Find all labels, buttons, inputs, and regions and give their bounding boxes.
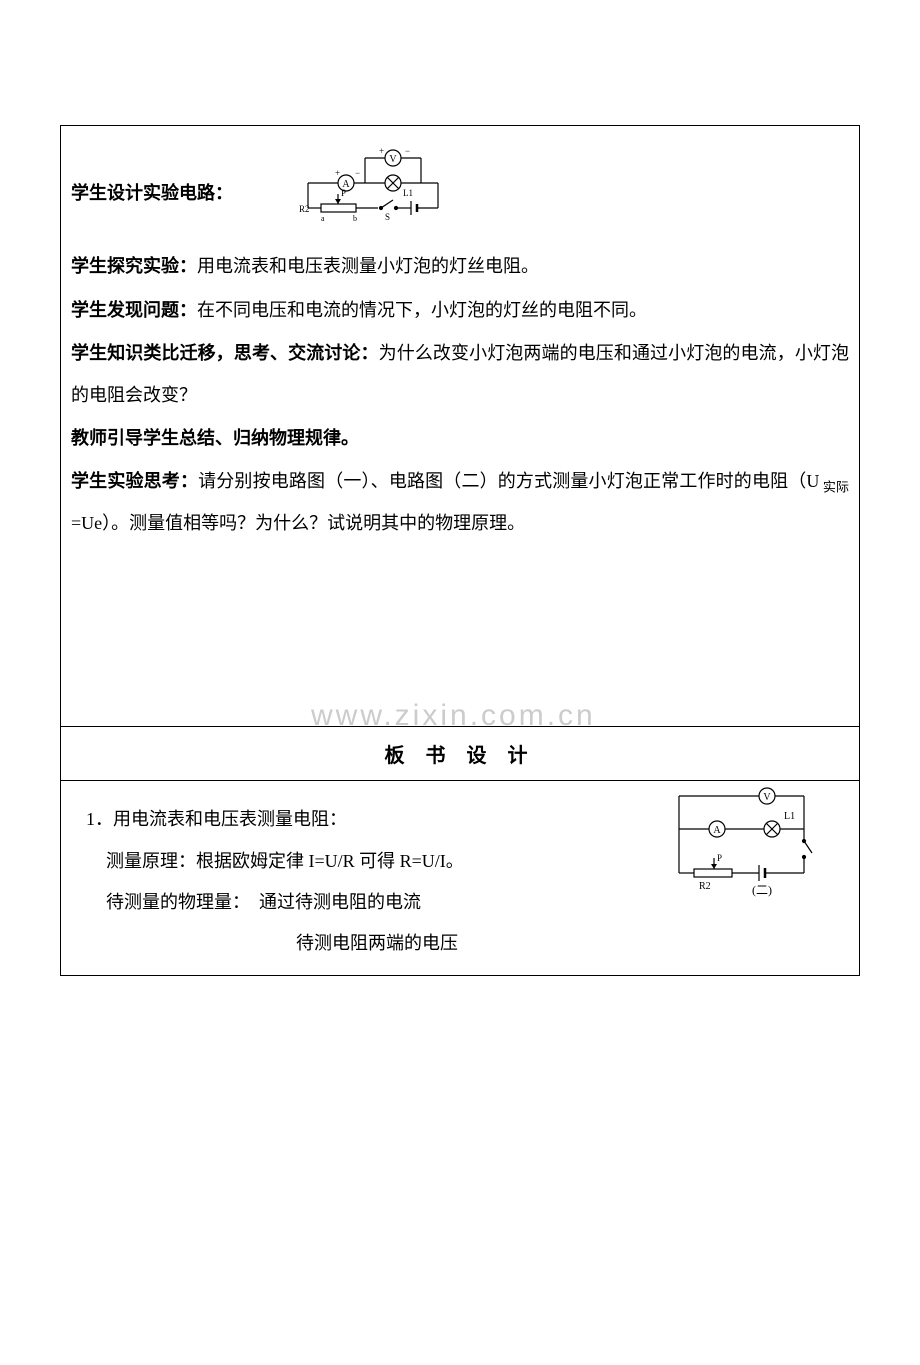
svg-text:a: a bbox=[321, 214, 325, 223]
text-think-b: =Ue）。测量值相等吗？为什么？试说明其中的物理原理。 bbox=[71, 513, 525, 533]
svg-text:R2: R2 bbox=[699, 881, 711, 892]
svg-text:+: + bbox=[379, 146, 384, 156]
line-discover: 学生发现问题：在不同电压和电流的情况下，小灯泡的灯丝的电阻不同。 bbox=[71, 290, 849, 331]
circuit-diagram-1: V + − A + bbox=[293, 146, 463, 241]
text-think-sub: 实际 bbox=[819, 480, 849, 495]
svg-text:−: − bbox=[355, 168, 360, 178]
voltmeter-label: V bbox=[389, 154, 397, 165]
label-analogy: 学生知识类比迁移，思考、交流讨论： bbox=[71, 343, 379, 363]
text-think-a: 请分别按电路图（一）、电路图（二）的方式测量小灯泡正常工作时的电阻（U bbox=[198, 471, 819, 491]
label-explore: 学生探究实验： bbox=[71, 256, 197, 276]
line-think: 学生实验思考：请分别按电路图（一）、电路图（二）的方式测量小灯泡正常工作时的电阻… bbox=[71, 461, 849, 544]
label-think: 学生实验思考： bbox=[71, 471, 198, 491]
svg-text:b: b bbox=[353, 214, 357, 223]
lamp-label: L1 bbox=[403, 188, 413, 198]
main-box: www.zixin.com.cn 学生设计实验电路： V + bbox=[60, 125, 860, 976]
svg-text:S: S bbox=[385, 212, 390, 222]
board-line4: 待测电阻两端的电压 bbox=[86, 923, 849, 964]
page-container: www.zixin.com.cn 学生设计实验电路： V + bbox=[60, 125, 860, 1365]
label-teacher: 教师引导学生总结、归纳物理规律。 bbox=[71, 428, 359, 448]
text-discover: 在不同电压和电流的情况下，小灯泡的灯丝的电阻不同。 bbox=[197, 300, 647, 320]
ammeter-label-2: A bbox=[713, 825, 721, 836]
text-explore: 用电流表和电压表测量小灯泡的灯丝电阻。 bbox=[197, 256, 539, 276]
line-analogy: 学生知识类比迁移，思考、交流讨论：为什么改变小灯泡两端的电压和通过小灯泡的电流，… bbox=[71, 333, 849, 416]
label-design-circuit: 学生设计实验电路： bbox=[71, 173, 233, 214]
svg-text:+: + bbox=[335, 168, 340, 178]
svg-text:−: − bbox=[405, 146, 410, 156]
circuit-diagram-2: V A L1 bbox=[664, 781, 819, 921]
svg-text:P: P bbox=[341, 188, 346, 198]
spacer bbox=[71, 546, 849, 696]
content-wrap: 学生设计实验电路： V + − bbox=[71, 146, 849, 696]
svg-text:P: P bbox=[717, 853, 722, 863]
label-discover: 学生发现问题： bbox=[71, 300, 197, 320]
circuit2-caption: (二) bbox=[752, 883, 772, 897]
line-teacher: 教师引导学生总结、归纳物理规律。 bbox=[71, 418, 849, 459]
lamp-label-2: L1 bbox=[784, 811, 795, 822]
line-explore: 学生探究实验：用电流表和电压表测量小灯泡的灯丝电阻。 bbox=[71, 246, 849, 287]
line-design-circuit: 学生设计实验电路： V + − bbox=[71, 146, 849, 241]
svg-text:R2: R2 bbox=[299, 204, 310, 214]
voltmeter-label-2: V bbox=[763, 792, 771, 803]
content-section: www.zixin.com.cn 学生设计实验电路： V + bbox=[61, 126, 859, 726]
